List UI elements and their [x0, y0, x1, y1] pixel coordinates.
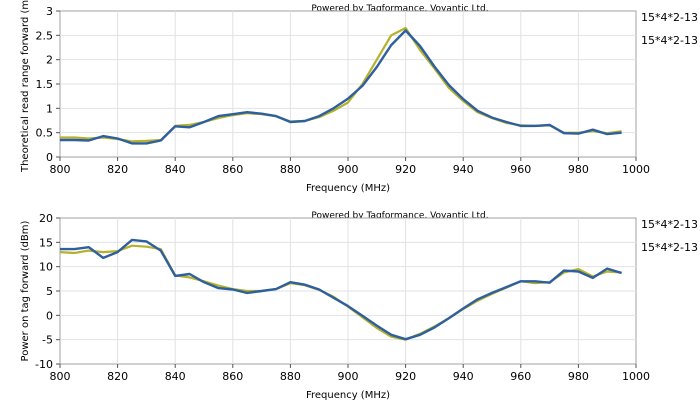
x-tick-label: 840: [165, 370, 186, 383]
y-tick-label: 1.5: [36, 78, 54, 91]
x-tick-label: 940: [453, 370, 474, 383]
y-tick-label: 1: [46, 102, 53, 115]
x-axis-label: Frequency (MHz): [306, 183, 390, 194]
x-tick-label: 980: [568, 163, 589, 176]
y-tick-label: -10: [35, 358, 53, 371]
legend: 15*4*2-13 15*4*2-13: [641, 11, 698, 47]
grid-lines: [60, 11, 636, 157]
x-axis-ticks: 800 820 840 860 880 900 920 940 960 980 1000: [50, 364, 650, 383]
y-tick-label: 2: [46, 54, 53, 67]
y-tick-label: 15: [39, 236, 53, 249]
y-axis-ticks: 0 0.5 1 1.5 2 2.5 3: [36, 5, 60, 164]
y-axis-label: Theoretical read range forward (m): [20, 0, 31, 173]
x-tick-label: 820: [107, 370, 128, 383]
chart-credit: Powered by Tagformance, Voyantic Ltd.: [311, 211, 488, 221]
legend: 15*4*2-13 15*4*2-13: [641, 218, 698, 254]
x-tick-label: 960: [510, 370, 531, 383]
y-tick-label: 2.5: [36, 29, 54, 42]
y-axis-label: Power on tag forward (dBm): [20, 220, 31, 361]
x-tick-label: 920: [395, 370, 416, 383]
x-tick-label: 960: [510, 163, 531, 176]
x-tick-label: 800: [50, 163, 71, 176]
series-line-2: [60, 29, 622, 145]
series-lines: [59, 238, 622, 341]
y-tick-label: 10: [39, 261, 53, 274]
x-tick-label: 860: [222, 370, 243, 383]
legend-entry-2: 15*4*2-13: [641, 34, 698, 47]
legend-entry-1: 15*4*2-13: [641, 218, 698, 231]
x-tick-label: 880: [280, 163, 301, 176]
x-axis-label: Frequency (MHz): [306, 390, 390, 401]
y-tick-label: 0.5: [36, 127, 54, 140]
x-tick-label: 860: [222, 163, 243, 176]
series-line-2: [60, 238, 622, 341]
x-tick-label: 920: [395, 163, 416, 176]
x-tick-label: 880: [280, 370, 301, 383]
x-tick-label: 840: [165, 163, 186, 176]
x-tick-label: 940: [453, 163, 474, 176]
x-tick-label: 1000: [622, 163, 650, 176]
legend-entry-2: 15*4*2-13: [641, 241, 698, 254]
power-on-tag-chart: Powered by Tagformance, Voyantic Ltd. -1…: [20, 211, 698, 401]
grid-lines: [60, 218, 636, 364]
x-tick-label: 1000: [622, 370, 650, 383]
chart-credit: Powered by Tagformance, Voyantic Ltd.: [311, 4, 488, 14]
y-tick-label: 20: [39, 212, 53, 225]
legend-entry-1: 15*4*2-13: [641, 11, 698, 24]
x-tick-label: 800: [50, 370, 71, 383]
y-tick-label: 0: [46, 309, 53, 322]
y-tick-label: -5: [42, 334, 53, 347]
y-tick-label: 0: [46, 151, 53, 164]
x-tick-label: 980: [568, 370, 589, 383]
x-tick-label: 900: [338, 163, 359, 176]
x-tick-label: 900: [338, 370, 359, 383]
y-tick-label: 5: [46, 285, 53, 298]
y-tick-label: 3: [46, 5, 53, 18]
y-axis-ticks: -10 -5 0 5 10 15 20: [35, 212, 60, 371]
series-lines: [60, 26, 622, 145]
x-axis-ticks: 800 820 840 860 880 900 920 940 960 980 1000: [50, 157, 650, 176]
x-tick-label: 820: [107, 163, 128, 176]
read-range-chart: Powered by Tagformance, Voyantic Ltd. 00…: [20, 0, 698, 194]
